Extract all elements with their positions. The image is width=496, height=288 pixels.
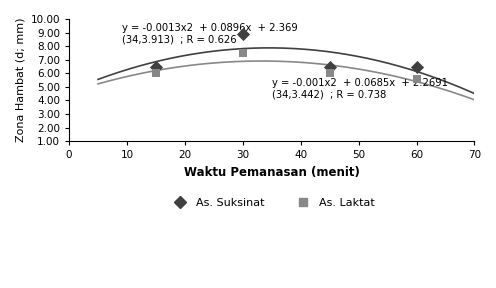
Text: y = -0.001x2  + 0.0685x  + 2.2691: y = -0.001x2 + 0.0685x + 2.2691 bbox=[272, 78, 448, 88]
Point bbox=[413, 76, 421, 81]
Point bbox=[413, 64, 421, 69]
Point bbox=[239, 32, 247, 36]
Text: (34,3.442)  ; R = 0.738: (34,3.442) ; R = 0.738 bbox=[272, 90, 386, 100]
Y-axis label: Zona Hambat (d; mm): Zona Hambat (d; mm) bbox=[15, 18, 25, 142]
Point bbox=[326, 71, 334, 76]
Point bbox=[152, 64, 160, 69]
Point bbox=[152, 71, 160, 76]
Text: y = -0.0013x2  + 0.0896x  + 2.369: y = -0.0013x2 + 0.0896x + 2.369 bbox=[122, 23, 298, 33]
X-axis label: Waktu Pemanasan (menit): Waktu Pemanasan (menit) bbox=[184, 166, 360, 179]
Point bbox=[326, 64, 334, 69]
Text: (34,3.913)  ; R = 0.626: (34,3.913) ; R = 0.626 bbox=[122, 35, 237, 45]
Point bbox=[239, 51, 247, 55]
Legend: As. Suksinat, As. Laktat: As. Suksinat, As. Laktat bbox=[165, 193, 379, 212]
